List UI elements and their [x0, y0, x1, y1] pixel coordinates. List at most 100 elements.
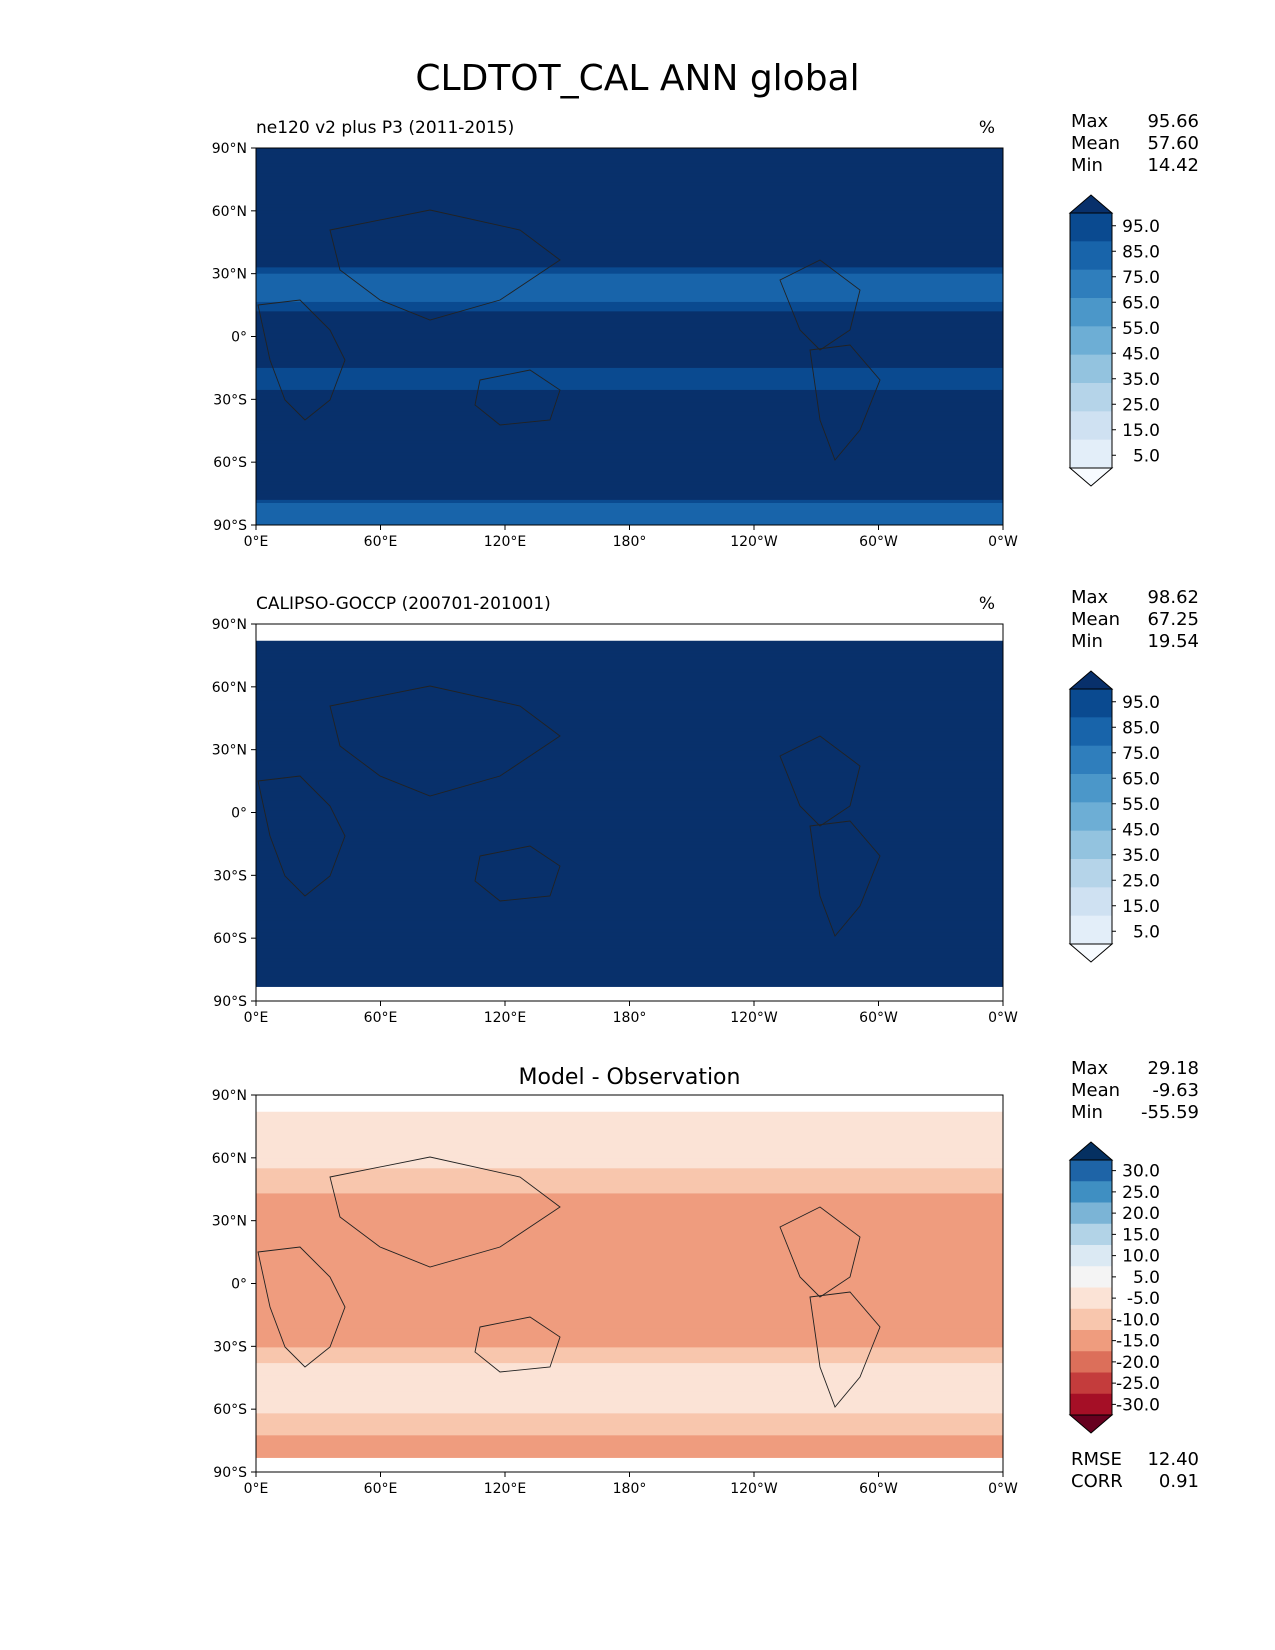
map-band	[256, 455, 1003, 460]
stat-value: 67.25	[1147, 609, 1199, 630]
colorbar-swatch	[1070, 830, 1112, 860]
map-band	[256, 361, 1003, 366]
map-field	[256, 148, 1003, 525]
map-band	[256, 656, 1003, 661]
map-band	[256, 157, 1003, 162]
x-tick-label: 60°W	[859, 1481, 898, 1497]
map-band	[256, 1284, 1003, 1289]
map-band	[256, 819, 1003, 824]
y-tick-label: 30°S	[213, 392, 247, 408]
map-band	[256, 892, 1003, 896]
map-band	[256, 345, 1003, 350]
colorbar-swatch	[1070, 326, 1112, 356]
stat-value: 14.42	[1147, 155, 1199, 176]
colorbar-swatch	[1070, 269, 1112, 299]
map-band	[256, 863, 1003, 868]
map-band	[256, 1249, 1003, 1254]
map-band	[256, 1366, 1003, 1370]
map-band	[256, 446, 1003, 451]
colorbar-label: 15.0	[1122, 421, 1160, 441]
map-band	[256, 778, 1003, 783]
map-band	[256, 279, 1003, 284]
map-band	[256, 860, 1003, 865]
map-band	[256, 377, 1003, 382]
map-band	[256, 430, 1003, 435]
map-band	[256, 427, 1003, 432]
map-band	[256, 851, 1003, 855]
map-band	[256, 876, 1003, 881]
map-band	[256, 283, 1003, 287]
map-band	[256, 1180, 1003, 1185]
map-band	[256, 1341, 1003, 1345]
map-band	[256, 647, 1003, 651]
colorbar-label: -30.0	[1116, 1395, 1160, 1415]
map-band	[256, 235, 1003, 240]
map-band	[256, 1359, 1003, 1364]
map-band	[256, 433, 1003, 438]
map-band	[256, 254, 1003, 259]
map-band	[256, 352, 1003, 356]
map-band	[256, 1353, 1003, 1358]
map-band	[256, 1369, 1003, 1374]
x-tick-label: 120°W	[730, 1010, 778, 1026]
map-band	[256, 1344, 1003, 1348]
map-band	[256, 775, 1003, 780]
map-band	[256, 722, 1003, 727]
colorbar-label: 45.0	[1122, 344, 1160, 364]
map-band	[256, 481, 1003, 485]
map-band	[256, 295, 1003, 300]
map-band	[256, 364, 1003, 369]
map-band	[256, 684, 1003, 689]
map-band	[256, 242, 1003, 246]
colorbar-extend-min	[1068, 943, 1114, 963]
map-band	[256, 1356, 1003, 1361]
colorbar-label: 15.0	[1122, 897, 1160, 917]
x-tick-label: 120°W	[730, 1481, 778, 1497]
map-band	[256, 939, 1003, 943]
map-band	[256, 1206, 1003, 1210]
colorbar-label: 25.0	[1122, 395, 1160, 415]
map-band	[256, 493, 1003, 498]
map-band	[256, 195, 1003, 199]
map-band	[256, 888, 1003, 893]
map-band	[256, 672, 1003, 676]
colorbar-swatch	[1070, 411, 1112, 441]
map-band	[256, 766, 1003, 771]
map-band	[256, 1303, 1003, 1308]
map-band	[256, 772, 1003, 777]
y-tick-label: 90°S	[213, 518, 247, 534]
map-band	[256, 807, 1003, 812]
map-band	[256, 462, 1003, 466]
map-band	[256, 173, 1003, 177]
map-band	[256, 857, 1003, 862]
stat-value: -55.59	[1141, 1102, 1199, 1123]
colorbar-label: 30.0	[1122, 1162, 1160, 1182]
colorbar-swatch	[1070, 1245, 1112, 1267]
y-tick-label: 30°S	[213, 1339, 247, 1355]
map-band	[256, 396, 1003, 400]
map-band	[256, 276, 1003, 281]
map-band	[256, 1397, 1003, 1402]
coastline	[257, 299, 346, 421]
panel-title: Model - Observation	[519, 1065, 741, 1090]
map-band	[256, 923, 1003, 928]
map-band	[256, 1124, 1003, 1129]
map-band	[256, 487, 1003, 492]
map-band	[256, 333, 1003, 338]
map-band	[256, 659, 1003, 664]
map-band	[256, 838, 1003, 843]
map-band	[256, 386, 1003, 391]
map-band	[256, 1375, 1003, 1380]
map-band	[256, 399, 1003, 404]
y-tick-label: 90°N	[212, 617, 247, 633]
stat-label: Mean	[1071, 609, 1120, 630]
map-band	[256, 1221, 1003, 1226]
map-band	[256, 804, 1003, 808]
map-band	[256, 1202, 1003, 1207]
map-band	[256, 1438, 1003, 1443]
map-band	[256, 929, 1003, 934]
colorbar-swatch	[1070, 802, 1112, 832]
y-tick-label: 90°N	[212, 1088, 247, 1104]
map-band	[256, 1265, 1003, 1270]
colorbar-swatch	[1070, 241, 1112, 271]
